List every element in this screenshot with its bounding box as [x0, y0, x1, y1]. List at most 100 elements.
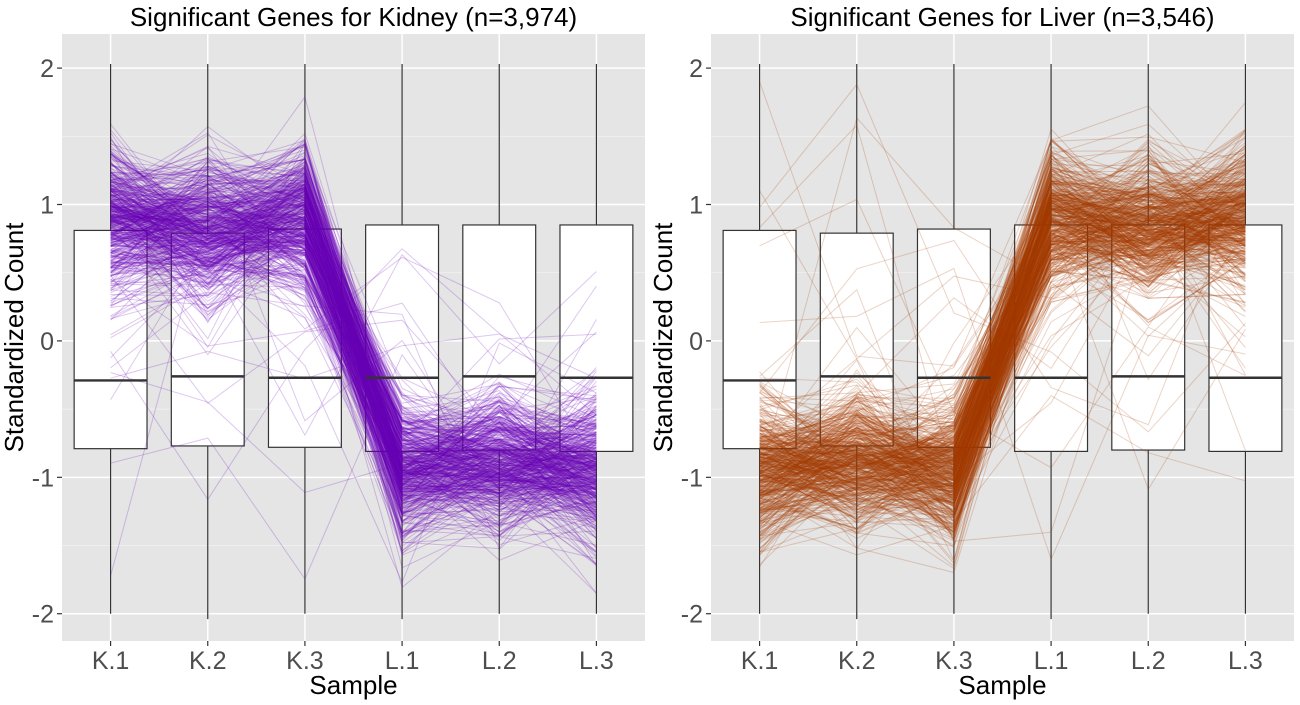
gene-line [759, 139, 1246, 546]
gene-line [110, 177, 597, 535]
gene-line [759, 191, 1246, 481]
gene-line [110, 194, 597, 442]
gene-line [110, 183, 597, 448]
gene-line [759, 178, 1246, 553]
gene-line [759, 185, 1246, 467]
gene-line [759, 176, 1246, 474]
gene-line [759, 390, 1246, 523]
gene-line [110, 155, 597, 470]
gene-line [110, 204, 597, 480]
box-K.2 [170, 232, 245, 447]
gene-line [110, 199, 597, 477]
gene-line [759, 153, 1246, 487]
gene-line [110, 200, 597, 532]
gene-line [759, 149, 1246, 516]
gene-line [110, 200, 597, 442]
gene-line [759, 179, 1246, 511]
gene-line [110, 185, 597, 466]
gene-line [110, 145, 597, 477]
gene-line [110, 188, 597, 500]
gene-line [759, 178, 1246, 493]
gene-line [110, 157, 597, 495]
gene-line [759, 168, 1246, 475]
gene-line [759, 208, 1246, 469]
gene-line [110, 179, 597, 497]
gene-line [110, 216, 597, 496]
gene-line [759, 221, 1246, 475]
gene-line [759, 240, 1246, 503]
gene-line [759, 145, 1246, 537]
gene-line [110, 239, 597, 518]
gene-line [759, 180, 1246, 513]
gene-line [759, 203, 1246, 484]
gene-line [110, 156, 597, 526]
gene-line [759, 193, 1246, 527]
gene-line [759, 171, 1246, 541]
gene-line [110, 168, 597, 477]
gene-line [110, 215, 597, 516]
gene-line [110, 147, 597, 485]
gene-line [110, 167, 597, 463]
gene-line [759, 175, 1246, 461]
x-axis-label: Sample [309, 670, 397, 700]
gene-line [110, 189, 597, 510]
gene-line [759, 201, 1246, 460]
gene-line [759, 175, 1246, 460]
gene-line [759, 219, 1246, 462]
gene-line [110, 232, 597, 505]
gene-line [759, 225, 1246, 497]
gene-line [110, 256, 597, 471]
gene-line [759, 188, 1246, 516]
gene-line [759, 165, 1246, 540]
gene-line [759, 198, 1246, 501]
gene-line [759, 128, 1246, 454]
gene-line [110, 123, 597, 504]
gene-line [110, 175, 597, 450]
gene-line [759, 225, 1246, 517]
gene-line [110, 95, 597, 472]
gene-line [110, 196, 597, 471]
gene-line [110, 249, 597, 464]
gene-line [110, 177, 597, 553]
gene-line [759, 196, 1246, 449]
gene-line [759, 207, 1246, 509]
gene-line [110, 183, 597, 493]
gene-line [759, 177, 1246, 470]
gene-line [759, 270, 1246, 518]
gene-line [759, 206, 1246, 501]
gene-line [759, 216, 1246, 488]
gene-line [759, 158, 1246, 503]
gene-line [110, 177, 597, 507]
gene-line [110, 226, 597, 508]
gene-line [759, 203, 1246, 508]
gene-line [110, 159, 597, 486]
gene-line [110, 205, 597, 473]
chart-title: Significant Genes for Kidney (n=3,974) [130, 2, 577, 32]
gene-line [110, 174, 597, 500]
gene-line [110, 209, 597, 497]
gene-line [110, 163, 597, 482]
gene-line [110, 195, 597, 494]
gene-line [110, 208, 597, 508]
gene-line [110, 183, 597, 495]
gene-line [110, 163, 597, 467]
y-tick-label: 2 [40, 55, 54, 83]
gene-line [759, 188, 1246, 497]
gene-line [759, 210, 1246, 477]
gene-line [759, 188, 1246, 425]
gene-line [759, 203, 1246, 524]
gene-line [110, 251, 597, 521]
gene-line [110, 204, 597, 505]
gene-line [110, 212, 597, 565]
gene-line [110, 205, 597, 467]
gene-line [759, 188, 1246, 474]
gene-line [110, 202, 597, 508]
gene-line [110, 200, 597, 520]
gene-line [110, 209, 597, 467]
gene-line [759, 153, 1246, 488]
gene-line [759, 164, 1246, 463]
gene-line [110, 172, 597, 478]
gene-line [110, 213, 597, 527]
gene-line [110, 172, 597, 469]
gene-line [759, 170, 1246, 550]
